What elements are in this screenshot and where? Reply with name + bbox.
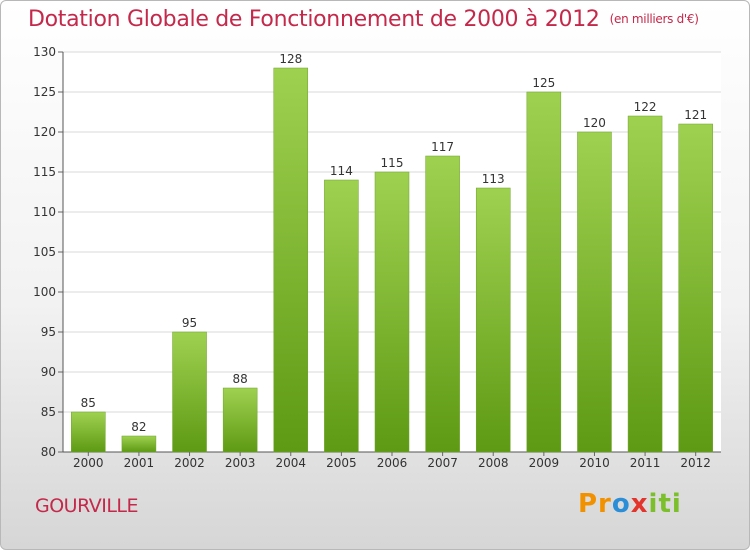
y-tick-label: 90 [41, 365, 56, 379]
value-label-2006: 115 [381, 156, 404, 170]
commune-name: GOURVILLE [35, 495, 139, 517]
bar-2010 [577, 131, 612, 453]
proxiti-logo: Proxiti [578, 489, 682, 519]
chart-title-text: Dotation Globale de Fonctionnement de 20… [28, 7, 600, 32]
logo-part-3: x [630, 489, 649, 519]
x-tick-label-2006: 2006 [377, 456, 408, 470]
chart-unit: (en milliers d'€) [609, 12, 699, 26]
y-tick-label: 95 [41, 325, 56, 339]
value-label-2003: 88 [233, 372, 248, 386]
x-tick-label-2008: 2008 [478, 456, 509, 470]
value-label-2002: 95 [182, 316, 197, 330]
y-tick-label: 100 [33, 285, 56, 299]
y-tick-label: 85 [41, 405, 56, 419]
bar-2007 [425, 155, 460, 453]
bar-2006 [374, 171, 410, 453]
y-tick-label: 105 [33, 245, 56, 259]
x-tick-label-2005: 2005 [326, 456, 357, 470]
value-label-2004: 128 [279, 52, 302, 66]
x-tick-label-2001: 2001 [124, 456, 155, 470]
y-tick-label: 120 [33, 125, 56, 139]
bar-2008 [475, 187, 511, 453]
x-tick-label-2000: 2000 [73, 456, 104, 470]
y-tick-label: 130 [33, 45, 56, 59]
logo-part-2: o [611, 489, 631, 519]
bar-2011 [627, 115, 663, 453]
value-label-2009: 125 [532, 76, 555, 90]
value-label-2000: 85 [81, 396, 96, 410]
logo-part-1: Pr [578, 489, 612, 519]
x-tick-label-2004: 2004 [275, 456, 306, 470]
logo-part-4: iti [648, 489, 682, 519]
y-tick-label: 110 [33, 205, 56, 219]
y-tick-label: 125 [33, 85, 56, 99]
x-tick-label-2002: 2002 [174, 456, 205, 470]
bar-2009 [526, 91, 562, 453]
chart-title: Dotation Globale de Fonctionnement de 20… [28, 7, 699, 32]
bar-2012 [678, 123, 713, 453]
x-tick-label-2012: 2012 [680, 456, 711, 470]
x-tick-label-2009: 2009 [529, 456, 560, 470]
value-label-2012: 121 [684, 108, 707, 122]
value-label-2001: 82 [131, 420, 146, 434]
value-label-2005: 114 [330, 164, 353, 178]
x-tick-label-2011: 2011 [630, 456, 661, 470]
bar-2000 [71, 411, 106, 453]
bar-2003 [222, 387, 258, 453]
bar-2001 [121, 435, 157, 453]
value-label-2011: 122 [634, 100, 657, 114]
bar-2005 [324, 179, 359, 453]
bar-2002 [172, 331, 207, 453]
y-tick-label: 80 [41, 445, 56, 459]
value-label-2007: 117 [431, 140, 454, 154]
value-label-2010: 120 [583, 116, 606, 130]
x-tick-label-2003: 2003 [225, 456, 256, 470]
x-tick-label-2010: 2010 [579, 456, 610, 470]
y-tick-label: 115 [33, 165, 56, 179]
value-label-2008: 113 [482, 172, 505, 186]
x-tick-label-2007: 2007 [427, 456, 458, 470]
bar-2004 [273, 67, 309, 453]
